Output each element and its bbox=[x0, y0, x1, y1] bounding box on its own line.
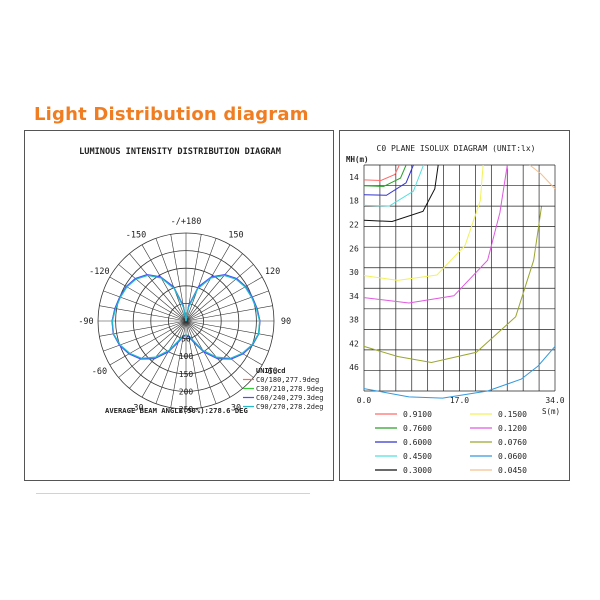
polar-angle-label: -120 bbox=[89, 267, 109, 277]
polar-radial-label: 100 bbox=[179, 352, 194, 361]
isolux-contour-line bbox=[363, 164, 484, 281]
isolux-contour-line bbox=[363, 164, 439, 223]
isolux-legend-label: 0.1200 bbox=[498, 424, 527, 433]
polar-chart: LUMINOUS INTENSITY DISTRIBUTION DIAGRAM 5… bbox=[78, 147, 323, 415]
polar-spoke bbox=[118, 320, 187, 378]
beam-angle-text: AVERAGE BEAM ANGLE(50%):278.6 DEG bbox=[105, 406, 248, 415]
polar-spoke bbox=[118, 264, 187, 322]
polar-spoke bbox=[185, 244, 231, 322]
polar-angle-label: -90 bbox=[78, 317, 93, 327]
polar-angle-label: 60 bbox=[267, 367, 277, 377]
polar-spoke bbox=[129, 253, 187, 322]
polar-series-curve bbox=[111, 274, 261, 359]
polar-spoke bbox=[185, 320, 243, 389]
isolux-legend-label: 0.0600 bbox=[498, 452, 527, 461]
polar-title: LUMINOUS INTENSITY DISTRIBUTION DIAGRAM bbox=[79, 147, 281, 157]
polar-spoke bbox=[99, 305, 187, 322]
isolux-legend-label: 0.1500 bbox=[498, 410, 527, 419]
polar-legend-label: C0/180,277.9deg bbox=[256, 376, 319, 384]
polar-legend-label: C60/240,279.3deg bbox=[256, 394, 323, 402]
polar-angle-label: -/+180 bbox=[171, 217, 202, 227]
isolux-y-tick-label: 42 bbox=[349, 339, 359, 348]
isolux-chart: C0 PLANE ISOLUX DIAGRAM (UNIT:lx) MH(m) 14… bbox=[346, 144, 565, 475]
polar-spoke bbox=[185, 238, 217, 322]
isolux-contour-line bbox=[363, 164, 424, 207]
polar-radial-label: 200 bbox=[179, 387, 194, 396]
intensity-distribution-panel: LUMINOUS INTENSITY DISTRIBUTION DIAGRAM 5… bbox=[24, 130, 334, 481]
isolux-legend-label: 0.6000 bbox=[403, 438, 432, 447]
isolux-legend-label: 0.7600 bbox=[403, 424, 432, 433]
isolux-contour-line bbox=[363, 164, 407, 187]
polar-spoke bbox=[129, 320, 187, 389]
isolux-y-tick-label: 34 bbox=[349, 292, 359, 301]
polar-spoke bbox=[141, 320, 187, 398]
isolux-contour-line bbox=[363, 206, 542, 364]
polar-angle-label: -30 bbox=[128, 404, 143, 414]
isolux-y-tick-label: 18 bbox=[349, 197, 359, 206]
polar-spoke bbox=[109, 276, 187, 322]
isolux-contour-line bbox=[529, 164, 556, 190]
polar-spoke bbox=[185, 253, 243, 322]
isolux-y-tick-label: 26 bbox=[349, 244, 359, 253]
page-heading: Light Distribution diagram bbox=[34, 104, 309, 125]
isolux-y-tick-label: 22 bbox=[349, 220, 359, 229]
isolux-diagram-panel: C0 PLANE ISOLUX DIAGRAM (UNIT:lx) MH(m) 14… bbox=[339, 130, 570, 481]
isolux-contour-line bbox=[363, 164, 414, 196]
polar-spoke bbox=[103, 290, 187, 322]
isolux-y-tick-label: 46 bbox=[349, 363, 359, 372]
isolux-contour-line bbox=[363, 164, 508, 304]
isolux-contour-line bbox=[363, 164, 400, 182]
isolux-legend-label: 0.0450 bbox=[498, 466, 527, 475]
polar-spoke bbox=[185, 320, 263, 366]
polar-angle-label: -60 bbox=[92, 367, 107, 377]
polar-legend-label: C90/270,278.2deg bbox=[256, 403, 323, 411]
isolux-x-tick-label: 0.0 bbox=[357, 396, 372, 405]
polar-spoke bbox=[185, 320, 217, 404]
polar-spoke bbox=[103, 320, 187, 352]
isolux-x-tick-label: 17.0 bbox=[450, 396, 469, 405]
isolux-legend-label: 0.9100 bbox=[403, 410, 432, 419]
polar-angle-label: -150 bbox=[126, 230, 146, 240]
isolux-x-tick-label: 34.0 bbox=[545, 396, 564, 405]
polar-spoke bbox=[185, 276, 263, 322]
polar-radial-label: 150 bbox=[179, 370, 194, 379]
isolux-legend-label: 0.0760 bbox=[498, 438, 527, 447]
polar-angle-label: 150 bbox=[228, 230, 243, 240]
polar-spoke bbox=[109, 320, 187, 366]
polar-unit-label: UNIT:cd bbox=[256, 367, 286, 375]
polar-angle-label: 30 bbox=[231, 404, 241, 414]
polar-angle-label: 90 bbox=[281, 317, 291, 327]
polar-radial-label: 50 bbox=[181, 335, 191, 344]
polar-spoke bbox=[155, 238, 187, 322]
polar-legend-label: C30/210,278.9deg bbox=[256, 385, 323, 393]
polar-radial-label: 250 bbox=[179, 405, 194, 414]
polar-spoke bbox=[185, 305, 273, 322]
polar-angle-label: 120 bbox=[265, 267, 280, 277]
isolux-contour-line bbox=[363, 346, 556, 399]
polar-spoke bbox=[185, 320, 231, 398]
footer-divider bbox=[36, 493, 310, 494]
polar-spoke bbox=[155, 320, 187, 404]
isolux-legend-label: 0.4500 bbox=[403, 452, 432, 461]
isolux-legend-label: 0.3000 bbox=[403, 466, 432, 475]
isolux-title: C0 PLANE ISOLUX DIAGRAM (UNIT:lx) bbox=[377, 144, 536, 153]
polar-spoke bbox=[185, 264, 254, 322]
polar-spoke bbox=[185, 320, 254, 378]
polar-spoke bbox=[185, 290, 269, 322]
isolux-y-axis-label: MH(m) bbox=[346, 155, 369, 164]
isolux-y-tick-label: 30 bbox=[349, 268, 359, 277]
isolux-y-tick-label: 38 bbox=[349, 316, 359, 325]
isolux-x-axis-label: S(m) bbox=[542, 407, 560, 416]
isolux-y-tick-label: 14 bbox=[349, 173, 359, 182]
polar-spoke bbox=[185, 320, 269, 352]
polar-spoke bbox=[141, 244, 187, 322]
